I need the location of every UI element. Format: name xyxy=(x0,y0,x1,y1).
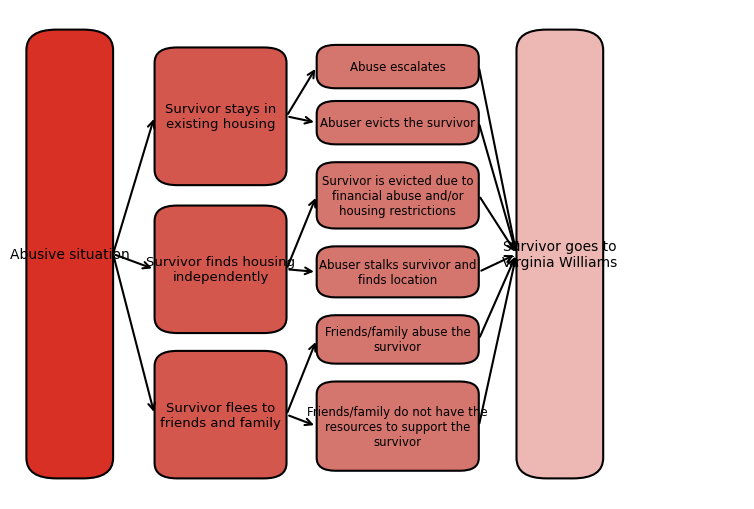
FancyBboxPatch shape xyxy=(317,46,479,89)
Text: Survivor goes to
Virginia Williams: Survivor goes to Virginia Williams xyxy=(502,239,618,270)
FancyBboxPatch shape xyxy=(317,382,479,471)
Text: Friends/family abuse the
survivor: Friends/family abuse the survivor xyxy=(325,326,470,354)
Text: Abusive situation: Abusive situation xyxy=(10,247,130,262)
Text: Survivor finds housing
independently: Survivor finds housing independently xyxy=(146,256,295,284)
FancyBboxPatch shape xyxy=(317,163,479,229)
Text: Survivor is evicted due to
financial abuse and/or
housing restrictions: Survivor is evicted due to financial abu… xyxy=(322,175,474,217)
FancyBboxPatch shape xyxy=(317,102,479,145)
Text: Abuser stalks survivor and
finds location: Abuser stalks survivor and finds locatio… xyxy=(319,259,477,286)
FancyBboxPatch shape xyxy=(317,316,479,364)
Text: Survivor stays in
existing housing: Survivor stays in existing housing xyxy=(165,103,276,131)
Text: Survivor flees to
friends and family: Survivor flees to friends and family xyxy=(160,401,281,429)
Text: Friends/family do not have the
resources to support the
survivor: Friends/family do not have the resources… xyxy=(308,405,488,448)
FancyBboxPatch shape xyxy=(317,247,479,298)
FancyBboxPatch shape xyxy=(155,206,287,333)
FancyBboxPatch shape xyxy=(26,31,113,478)
FancyBboxPatch shape xyxy=(516,31,603,478)
Text: Abuser evicts the survivor: Abuser evicts the survivor xyxy=(320,117,475,130)
FancyBboxPatch shape xyxy=(155,48,287,186)
FancyBboxPatch shape xyxy=(155,351,287,478)
Text: Abuse escalates: Abuse escalates xyxy=(350,61,446,74)
